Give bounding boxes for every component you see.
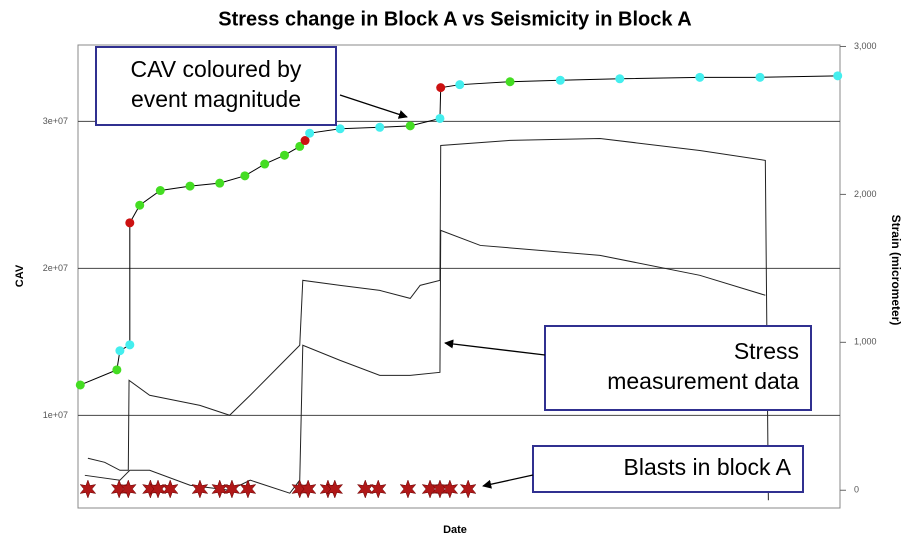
cav-point <box>695 72 705 82</box>
blast-marker <box>161 479 179 499</box>
cav-point <box>260 159 270 169</box>
annotation-arrow <box>482 474 534 489</box>
cav-point <box>435 113 445 123</box>
blast-marker <box>191 479 209 499</box>
cav-point <box>112 365 122 375</box>
blast-marker <box>431 479 449 499</box>
blast-marker <box>149 479 167 499</box>
blast-marker <box>299 479 317 499</box>
cav-point <box>75 380 85 390</box>
cav-point <box>555 75 565 85</box>
blast-marker <box>369 479 387 499</box>
plot-area <box>77 44 841 509</box>
cav-point <box>155 186 165 196</box>
y-tick-label: 3e+07 <box>43 116 68 126</box>
annotation-box <box>95 46 337 126</box>
blast-marker <box>441 479 459 499</box>
y2-tick-label: 3,000 <box>854 41 877 51</box>
cav-point <box>215 178 225 188</box>
cav-point <box>135 200 145 210</box>
blast-marker <box>399 479 417 499</box>
annotation-text: event magnitude <box>131 86 301 112</box>
blast-marker <box>459 479 477 499</box>
blast-marker <box>239 479 257 499</box>
series-line <box>84 229 766 494</box>
annotation-arrow <box>339 94 408 119</box>
y-axis-label: CAV <box>14 264 26 287</box>
blast-marker <box>119 479 137 499</box>
annotation-text: CAV coloured by <box>131 56 302 82</box>
cav-point <box>280 150 290 160</box>
y-tick-label: 1e+07 <box>43 410 68 420</box>
annotation-box <box>544 325 812 411</box>
cav-point <box>436 83 446 93</box>
chart-title: Stress change in Block A vs Seismicity i… <box>218 8 692 30</box>
annotation-box <box>532 445 804 493</box>
cav-point <box>300 136 310 146</box>
y2-axis-label: Strain (micrometer) <box>889 215 903 326</box>
cav-point <box>125 218 135 228</box>
series-line <box>87 137 769 501</box>
cav-point <box>185 181 195 191</box>
cav-point <box>455 80 465 90</box>
y2-tick-label: 2,000 <box>854 189 877 199</box>
blast-marker <box>79 479 97 499</box>
cav-point <box>115 346 125 356</box>
blast-marker <box>223 479 241 499</box>
blast-marker <box>211 479 229 499</box>
cav-point <box>833 71 843 81</box>
cav-point <box>375 122 385 132</box>
annotation-text: Blasts in block A <box>624 454 792 480</box>
y-tick-label: 2e+07 <box>43 263 68 273</box>
annotation-arrow <box>444 339 546 356</box>
x-axis-label: Date <box>443 524 467 536</box>
cav-point <box>405 121 415 131</box>
cav-point <box>335 124 345 134</box>
cav-point <box>755 72 765 82</box>
cav-point <box>305 128 315 138</box>
y2-tick-label: 0 <box>854 485 859 495</box>
annotation-text: Stress <box>734 338 799 364</box>
cav-point <box>295 141 305 151</box>
annotation-text: measurement data <box>607 368 799 394</box>
cav-point <box>615 74 625 84</box>
y2-tick-label: 1,000 <box>854 337 877 347</box>
cav-point <box>505 77 515 87</box>
blast-marker <box>356 479 374 499</box>
blast-marker <box>421 479 439 499</box>
cav-point <box>125 340 135 350</box>
cav-point <box>240 171 250 181</box>
blast-marker <box>326 479 344 499</box>
